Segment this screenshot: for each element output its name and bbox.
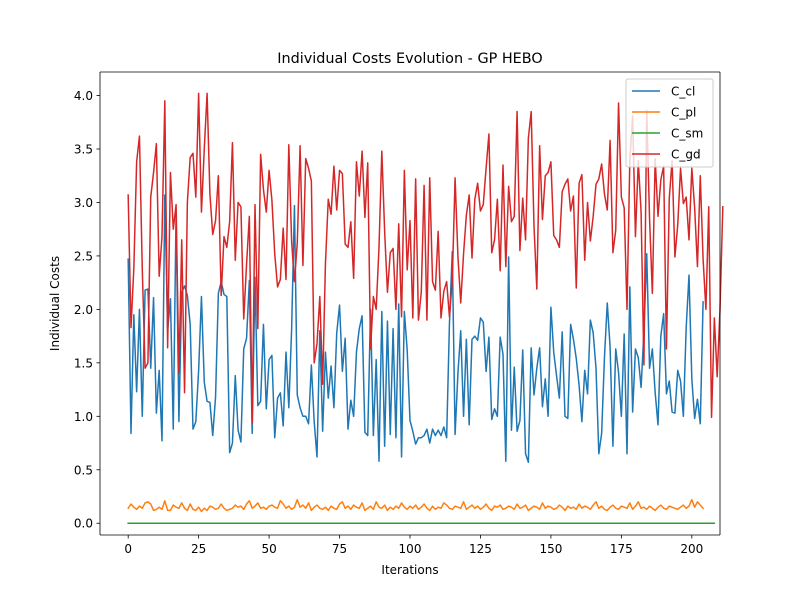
y-tick-label: 4.0 [74, 89, 93, 103]
legend-label-c-pl: C_pl [671, 106, 696, 120]
series-group [127, 92, 724, 524]
legend-label-c-cl: C_cl [671, 85, 695, 99]
plot-area [100, 72, 720, 535]
series-line-c-cl [127, 194, 704, 464]
y-tick-label: 3.5 [74, 142, 93, 156]
x-tick-label: 200 [680, 542, 703, 556]
chart-title: Individual Costs Evolution - GP HEBO [277, 51, 542, 67]
x-tick-label: 75 [332, 542, 347, 556]
series-line-c-gd [127, 92, 724, 424]
legend: C_cl C_pl C_sm C_gd [625, 78, 714, 168]
x-axis-label: Iterations [381, 563, 438, 577]
x-tick-label: 0 [124, 542, 132, 556]
y-tick-label: 2.0 [74, 303, 93, 317]
legend-label-c-sm: C_sm [671, 127, 703, 141]
y-tick-label: 2.5 [74, 249, 93, 263]
legend-frame [625, 78, 714, 168]
y-tick-label: 0.5 [74, 463, 93, 477]
x-axis-ticks: 0 25 50 75 100 125 150 175 200 [124, 535, 703, 556]
x-tick-label: 100 [399, 542, 422, 556]
y-tick-label: 1.5 [74, 356, 93, 370]
y-tick-label: 0.0 [74, 517, 93, 531]
y-tick-label: 1.0 [74, 410, 93, 424]
y-tick-label: 3.0 [74, 196, 93, 210]
series-line-c-pl [127, 498, 705, 513]
y-axis-ticks: 0.0 0.5 1.0 1.5 2.0 2.5 3.0 3.5 4.0 [74, 89, 100, 531]
legend-label-c-gd: C_gd [671, 148, 701, 162]
y-axis-label: Individual Costs [48, 256, 62, 351]
x-tick-label: 175 [610, 542, 633, 556]
x-tick-label: 50 [261, 542, 276, 556]
x-tick-label: 25 [191, 542, 206, 556]
x-tick-label: 150 [539, 542, 562, 556]
x-tick-label: 125 [469, 542, 492, 556]
